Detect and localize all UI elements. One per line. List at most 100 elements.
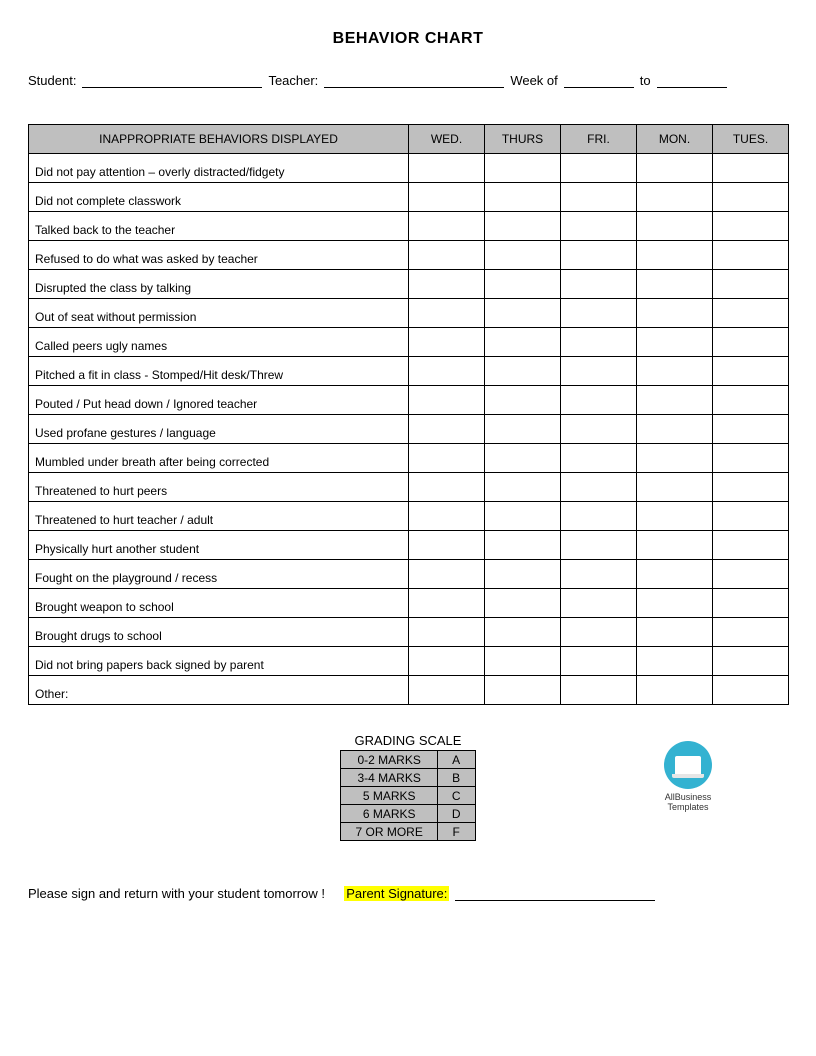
day-cell[interactable]: [409, 183, 485, 212]
day-cell[interactable]: [409, 357, 485, 386]
day-cell[interactable]: [409, 618, 485, 647]
day-cell[interactable]: [561, 647, 637, 676]
day-cell[interactable]: [561, 415, 637, 444]
day-cell[interactable]: [713, 415, 789, 444]
day-cell[interactable]: [561, 154, 637, 183]
day-cell[interactable]: [561, 299, 637, 328]
day-cell[interactable]: [713, 270, 789, 299]
day-cell[interactable]: [637, 676, 713, 705]
day-cell[interactable]: [637, 618, 713, 647]
day-cell[interactable]: [485, 328, 561, 357]
day-cell[interactable]: [561, 183, 637, 212]
day-cell[interactable]: [561, 473, 637, 502]
day-cell[interactable]: [637, 212, 713, 241]
day-cell[interactable]: [713, 589, 789, 618]
day-cell[interactable]: [637, 589, 713, 618]
day-cell[interactable]: [485, 502, 561, 531]
day-cell[interactable]: [637, 299, 713, 328]
day-cell[interactable]: [637, 386, 713, 415]
day-cell[interactable]: [713, 183, 789, 212]
day-cell[interactable]: [561, 357, 637, 386]
day-cell[interactable]: [409, 444, 485, 473]
day-cell[interactable]: [485, 415, 561, 444]
day-cell[interactable]: [713, 357, 789, 386]
day-cell[interactable]: [485, 531, 561, 560]
day-cell[interactable]: [409, 589, 485, 618]
day-cell[interactable]: [713, 473, 789, 502]
day-cell[interactable]: [485, 676, 561, 705]
day-cell[interactable]: [637, 415, 713, 444]
day-cell[interactable]: [637, 241, 713, 270]
day-cell[interactable]: [485, 444, 561, 473]
day-cell[interactable]: [637, 183, 713, 212]
parent-signature-blank[interactable]: [455, 885, 655, 901]
day-cell[interactable]: [637, 502, 713, 531]
day-cell[interactable]: [561, 618, 637, 647]
day-cell[interactable]: [409, 212, 485, 241]
day-cell[interactable]: [485, 618, 561, 647]
day-cell[interactable]: [409, 241, 485, 270]
day-cell[interactable]: [485, 241, 561, 270]
day-cell[interactable]: [713, 386, 789, 415]
student-blank[interactable]: [82, 72, 262, 88]
day-cell[interactable]: [637, 560, 713, 589]
day-cell[interactable]: [409, 560, 485, 589]
day-cell[interactable]: [713, 328, 789, 357]
day-cell[interactable]: [409, 676, 485, 705]
day-cell[interactable]: [485, 357, 561, 386]
day-cell[interactable]: [409, 502, 485, 531]
day-cell[interactable]: [561, 560, 637, 589]
day-cell[interactable]: [637, 531, 713, 560]
day-cell[interactable]: [485, 270, 561, 299]
day-cell[interactable]: [637, 154, 713, 183]
day-cell[interactable]: [713, 531, 789, 560]
day-cell[interactable]: [561, 328, 637, 357]
day-cell[interactable]: [561, 531, 637, 560]
day-cell[interactable]: [409, 473, 485, 502]
day-cell[interactable]: [713, 647, 789, 676]
day-cell[interactable]: [409, 647, 485, 676]
day-cell[interactable]: [409, 299, 485, 328]
day-cell[interactable]: [485, 386, 561, 415]
day-cell[interactable]: [485, 647, 561, 676]
day-cell[interactable]: [561, 676, 637, 705]
day-cell[interactable]: [561, 444, 637, 473]
day-cell[interactable]: [485, 473, 561, 502]
day-cell[interactable]: [713, 618, 789, 647]
day-cell[interactable]: [485, 560, 561, 589]
day-cell[interactable]: [485, 183, 561, 212]
day-cell[interactable]: [561, 386, 637, 415]
day-cell[interactable]: [561, 270, 637, 299]
day-cell[interactable]: [485, 299, 561, 328]
day-cell[interactable]: [637, 444, 713, 473]
week-from-blank[interactable]: [564, 72, 634, 88]
day-cell[interactable]: [637, 473, 713, 502]
day-cell[interactable]: [713, 444, 789, 473]
day-cell[interactable]: [713, 560, 789, 589]
day-cell[interactable]: [713, 502, 789, 531]
day-cell[interactable]: [713, 212, 789, 241]
day-cell[interactable]: [713, 241, 789, 270]
day-cell[interactable]: [485, 154, 561, 183]
day-cell[interactable]: [409, 328, 485, 357]
day-cell[interactable]: [637, 328, 713, 357]
day-cell[interactable]: [485, 212, 561, 241]
day-cell[interactable]: [409, 386, 485, 415]
day-cell[interactable]: [637, 647, 713, 676]
day-cell[interactable]: [409, 415, 485, 444]
day-cell[interactable]: [561, 241, 637, 270]
day-cell[interactable]: [561, 212, 637, 241]
day-cell[interactable]: [713, 154, 789, 183]
day-cell[interactable]: [561, 589, 637, 618]
day-cell[interactable]: [637, 270, 713, 299]
day-cell[interactable]: [409, 270, 485, 299]
day-cell[interactable]: [561, 502, 637, 531]
day-cell[interactable]: [485, 589, 561, 618]
week-to-blank[interactable]: [657, 72, 727, 88]
day-cell[interactable]: [409, 531, 485, 560]
day-cell[interactable]: [713, 299, 789, 328]
day-cell[interactable]: [637, 357, 713, 386]
day-cell[interactable]: [409, 154, 485, 183]
teacher-blank[interactable]: [324, 72, 504, 88]
day-cell[interactable]: [713, 676, 789, 705]
